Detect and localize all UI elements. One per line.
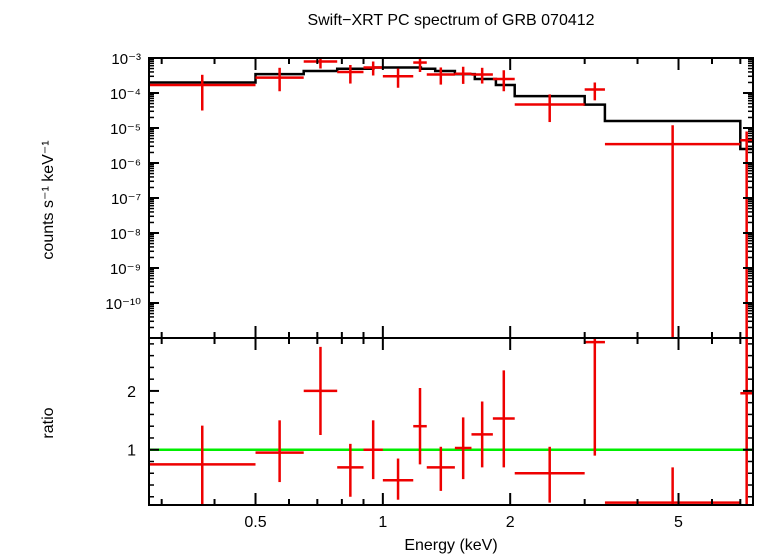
spectrum-point-10: [471, 67, 493, 84]
ratio-point-3: [303, 346, 338, 436]
ratio-point-9: [454, 417, 472, 480]
y-tick-label-top: 10⁻³: [111, 51, 141, 68]
ratio-point-8: [426, 446, 455, 491]
bottom-panel-ticks: [149, 338, 753, 505]
ratio-point-11: [492, 370, 515, 468]
bottom-panel-frame: [148, 337, 754, 506]
x-tick-label: 1: [378, 514, 387, 531]
top-panel: 10⁻³ 10⁻⁴ 10⁻⁵ 10⁻⁶ 10⁻⁷ 10⁻⁸ 10⁻⁹ 10⁻¹⁰ counts…: [40, 51, 754, 339]
spectrum-point-11: [492, 70, 515, 92]
spectrum-point-3: [303, 58, 338, 69]
spectrum-point-6: [382, 68, 414, 88]
ratio-point-4: [337, 443, 364, 497]
y-tick-label-bottom: 1: [127, 443, 136, 460]
x-tick-label: 0.5: [244, 514, 266, 531]
ratio-point-14: [604, 467, 741, 505]
model-step-line: [149, 66, 753, 151]
top-y-tick-labels: 10⁻³ 10⁻⁴ 10⁻⁵ 10⁻⁶ 10⁻⁷ 10⁻⁸ 10⁻⁹ 10⁻¹⁰: [105, 51, 141, 313]
ratio-point-7: [413, 387, 427, 465]
spectrum-point-13: [584, 82, 605, 101]
spectrum-point-1: [149, 74, 256, 111]
y-tick-label-top: 10⁻⁵: [110, 121, 141, 138]
spectrum-point-5: [363, 61, 383, 76]
spectrum-point-7: [413, 58, 427, 72]
top-y-axis-label: counts s⁻¹ keV⁻¹: [40, 140, 57, 259]
x-tick-label: 2: [506, 514, 515, 531]
ratio-point-13: [584, 338, 605, 456]
ratio-point-2: [255, 420, 304, 483]
top-panel-ticks: [149, 57, 753, 339]
x-tick-labels: 0.5 1 2 5: [244, 514, 683, 531]
ratio-point-12: [514, 446, 585, 503]
y-tick-label-top: 10⁻⁸: [110, 226, 141, 243]
y-tick-label-top: 10⁻⁶: [110, 156, 141, 173]
y-tick-label-bottom: 2: [127, 384, 136, 401]
ratio-point-1: [149, 425, 256, 505]
ratio-point-5: [363, 420, 383, 480]
chart-title: Swift−XRT PC spectrum of GRB 070412: [307, 12, 594, 29]
spectrum-point-2: [255, 67, 304, 92]
spectrum-point-9: [454, 66, 472, 84]
bottom-y-axis-label: ratio: [40, 407, 57, 438]
top-panel-frame: [148, 57, 754, 339]
spectrum-point-14: [604, 125, 741, 338]
x-axis-label: Energy (keV): [404, 537, 497, 554]
x-tick-label: 5: [674, 514, 683, 531]
spectrum-point-4: [337, 65, 364, 84]
ratio-point-10: [471, 401, 493, 468]
bottom-panel: 12 ratio: [40, 337, 754, 506]
y-tick-label-top: 10⁻⁹: [110, 261, 141, 278]
ratio-point-15: [740, 338, 753, 505]
bottom-y-tick-labels: 12: [127, 384, 136, 460]
y-tick-label-top: 10⁻⁴: [110, 86, 141, 103]
top-data-layer: [149, 58, 753, 338]
bottom-data-layer: [149, 338, 753, 505]
spectrum-point-12: [514, 94, 585, 123]
ratio-point-6: [382, 458, 414, 500]
y-tick-label-top: 10⁻¹⁰: [105, 296, 141, 313]
y-tick-label-top: 10⁻⁷: [111, 191, 141, 208]
spectrum-point-8: [426, 67, 455, 85]
